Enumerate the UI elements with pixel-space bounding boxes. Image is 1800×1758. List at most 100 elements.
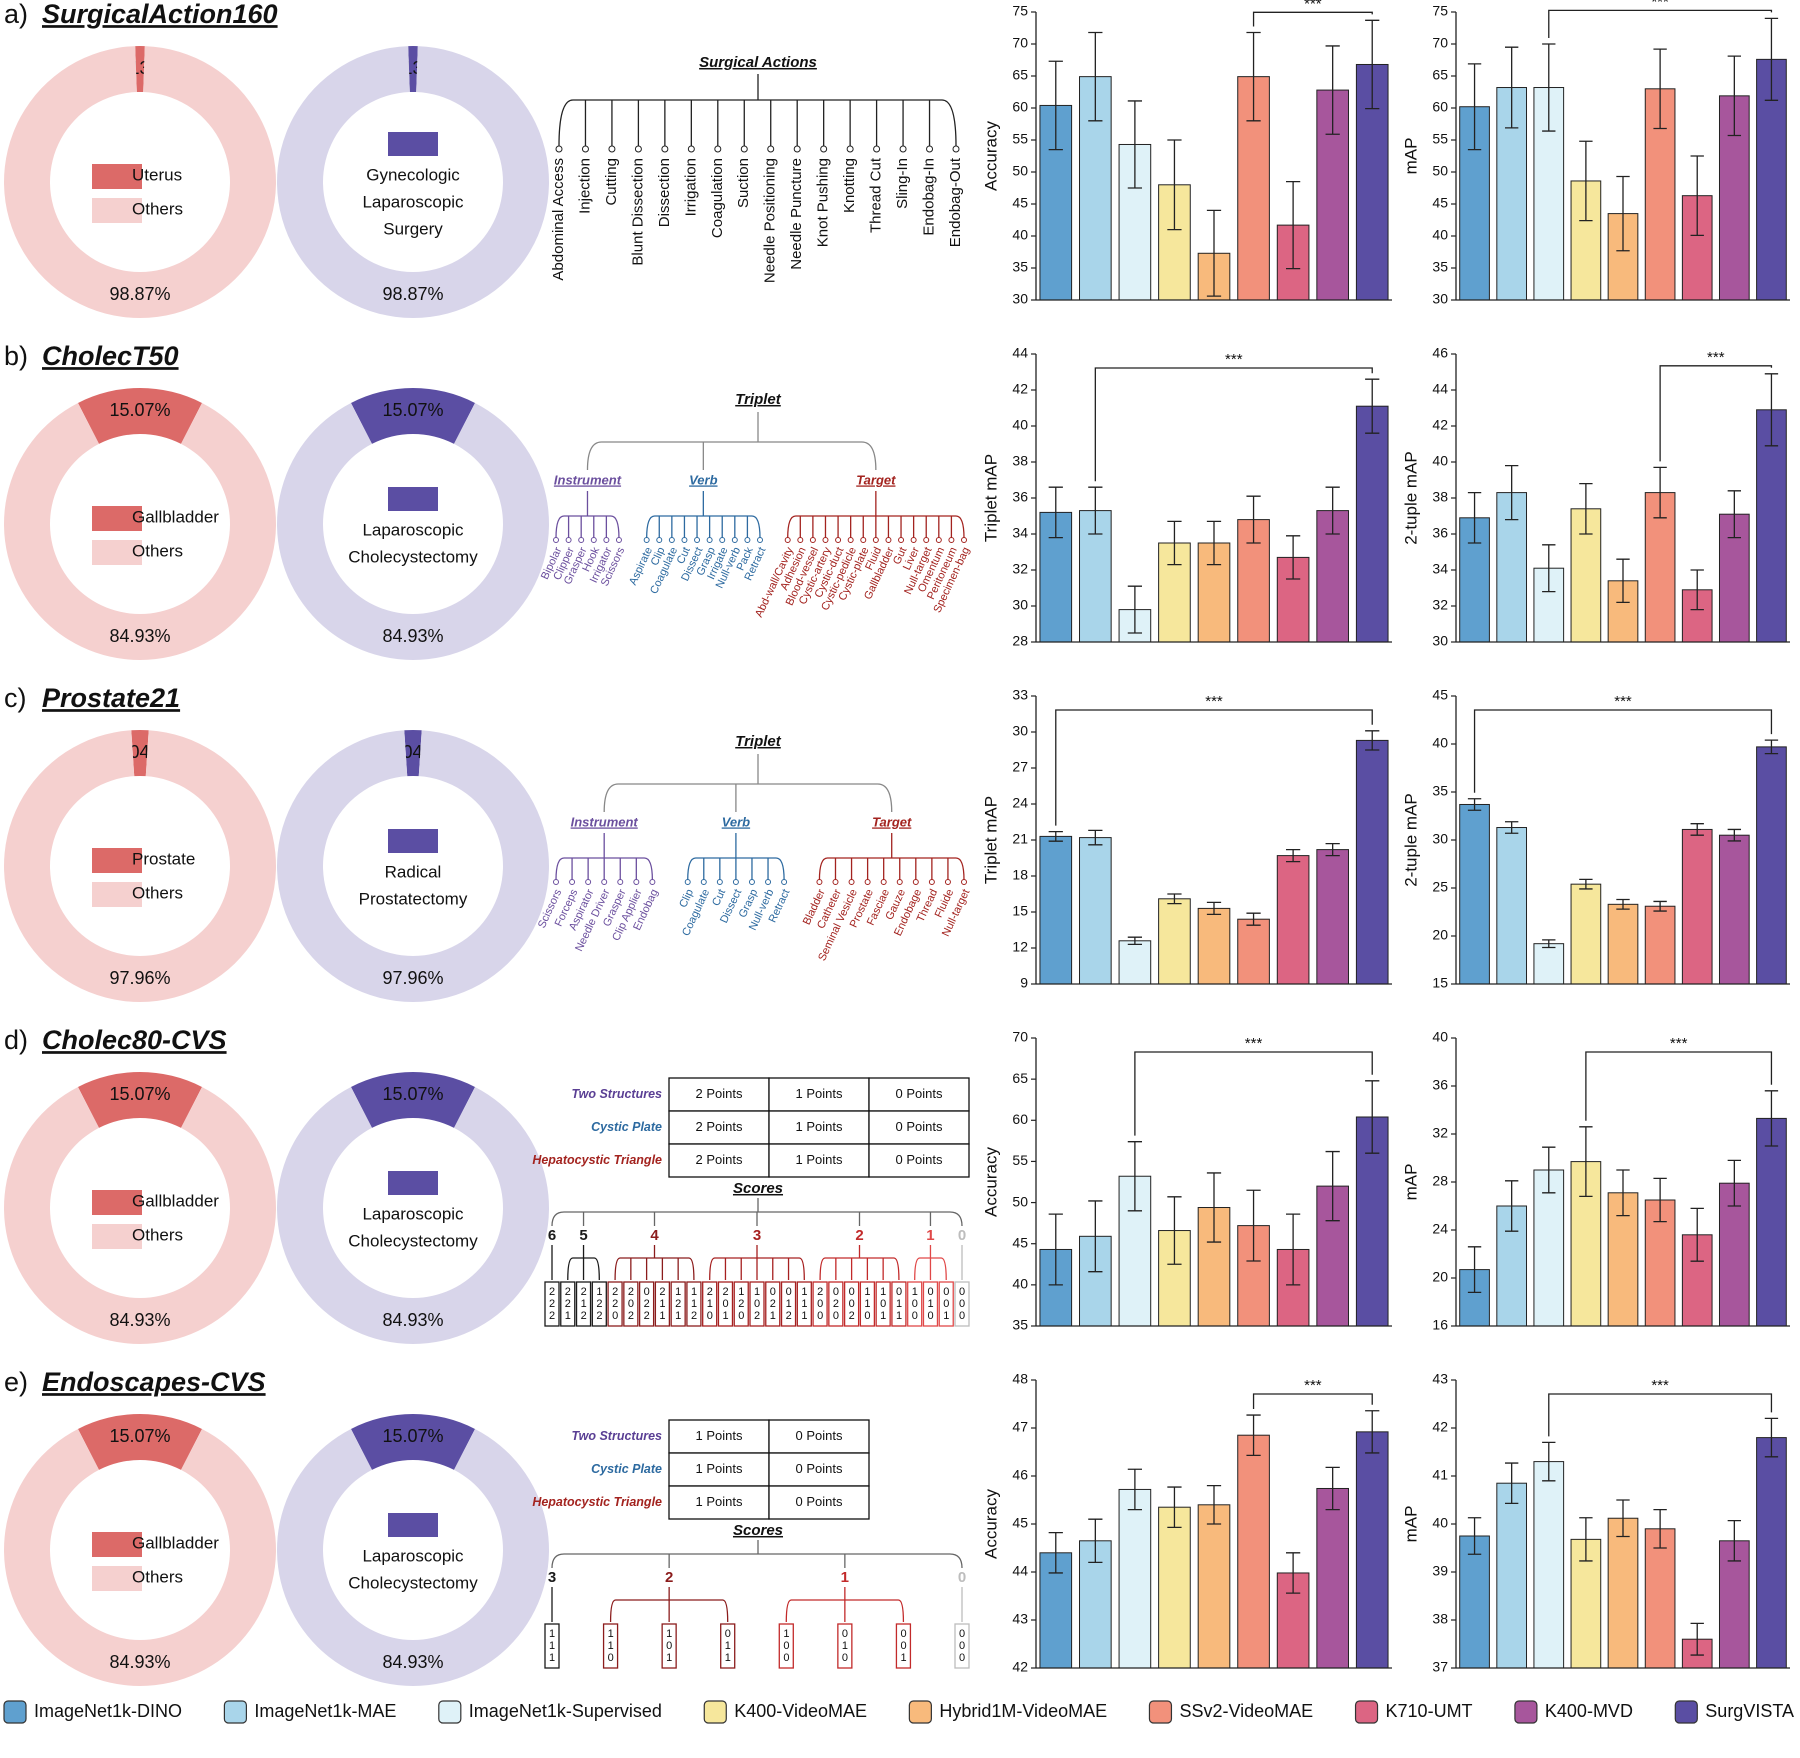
error-bar bbox=[1167, 1196, 1182, 1265]
leaf-node bbox=[700, 879, 707, 885]
combo-box bbox=[796, 1281, 812, 1327]
pie-slice bbox=[276, 730, 549, 1003]
leaf-node bbox=[581, 145, 589, 153]
error-bar bbox=[1690, 569, 1704, 611]
bar bbox=[1681, 828, 1713, 985]
legend-swatch bbox=[92, 198, 142, 223]
bar bbox=[1118, 1488, 1152, 1669]
y-tick-label: 70 bbox=[1432, 35, 1448, 51]
error-bar bbox=[1285, 1213, 1301, 1286]
y-tick-label: 40 bbox=[1432, 1515, 1448, 1531]
y-tick-label: 47 bbox=[1012, 1419, 1028, 1435]
pie-slice bbox=[3, 402, 276, 660]
leaf-node bbox=[633, 879, 640, 885]
leaf-node bbox=[860, 537, 867, 543]
combo-digits: 002 bbox=[846, 1286, 858, 1322]
pie-legend-label: Gallbladder bbox=[132, 1533, 219, 1552]
bar bbox=[1533, 943, 1565, 985]
legend-label: ImageNet1k-MAE bbox=[254, 1701, 396, 1721]
group-label: Instrument bbox=[554, 472, 622, 487]
bar bbox=[1718, 834, 1750, 985]
pie-slice bbox=[350, 1072, 476, 1128]
leaf-node bbox=[898, 537, 905, 543]
panel-letter: a) bbox=[4, 0, 28, 29]
error-bar bbox=[1206, 520, 1222, 566]
error-bar bbox=[1542, 1441, 1556, 1482]
error-bar bbox=[1365, 1410, 1380, 1454]
legend-swatch bbox=[92, 1224, 142, 1249]
combo-box bbox=[954, 1281, 970, 1327]
legend-label: Hybrid1M-VideoMAE bbox=[939, 1701, 1107, 1721]
legend-swatch bbox=[438, 1700, 462, 1724]
bar bbox=[1355, 1431, 1389, 1669]
panel-title: Endoscapes-CVS bbox=[42, 1367, 266, 1397]
error-bar bbox=[1616, 1169, 1630, 1217]
table-cell bbox=[668, 1143, 770, 1178]
pie-center-text: Gynecologic bbox=[366, 165, 460, 184]
error-bar bbox=[1467, 1517, 1482, 1555]
leaf-node bbox=[634, 145, 642, 153]
error-bar bbox=[1365, 19, 1380, 110]
y-axis-label: mAP bbox=[1401, 1506, 1420, 1543]
pie-legend-label: Others bbox=[132, 1225, 183, 1244]
leaf-node bbox=[885, 537, 892, 543]
table-cell bbox=[668, 1485, 770, 1520]
legend-label: K400-VideoMAE bbox=[734, 1701, 867, 1721]
pie-value-label: 15.07% bbox=[109, 400, 170, 420]
y-tick-label: 39 bbox=[1432, 1563, 1448, 1579]
panel-letter: d) bbox=[4, 1025, 28, 1055]
pie-center-text: Cholecystectomy bbox=[348, 547, 478, 566]
combo-digits: 010 bbox=[925, 1286, 937, 1322]
legend-swatch bbox=[1148, 1700, 1173, 1724]
combo-box bbox=[895, 1623, 912, 1669]
leaf-node bbox=[740, 145, 748, 153]
leaf-node bbox=[822, 537, 829, 543]
combo-box bbox=[544, 1281, 560, 1327]
panel-letter: b) bbox=[4, 341, 28, 371]
cell-text: 0 Points bbox=[896, 1119, 943, 1134]
leaf-node bbox=[797, 537, 804, 543]
combo-box bbox=[812, 1281, 828, 1327]
pie-legend-label: Uterus bbox=[132, 165, 182, 184]
leaf-node bbox=[617, 879, 624, 885]
tree-branch bbox=[687, 833, 785, 881]
table-cell bbox=[768, 1485, 870, 1520]
combo-box bbox=[765, 1281, 781, 1327]
leaf-node bbox=[681, 537, 688, 543]
error-bar bbox=[1764, 373, 1779, 447]
bar bbox=[1496, 492, 1528, 643]
y-tick-label: 60 bbox=[1012, 99, 1028, 115]
pie-value-label: 84.93% bbox=[109, 1310, 170, 1330]
error-bar bbox=[1325, 1466, 1340, 1511]
y-tick-label: 35 bbox=[1432, 783, 1448, 799]
combo-box bbox=[702, 1281, 718, 1327]
y-tick-label: 46 bbox=[1432, 345, 1448, 361]
table-cell bbox=[668, 1452, 770, 1487]
row-label: Cystic Plate bbox=[591, 1462, 662, 1476]
bar bbox=[1607, 1517, 1639, 1669]
significance-bracket bbox=[1134, 1051, 1373, 1136]
diagram-title: Triplet bbox=[735, 733, 782, 750]
y-tick-label: 60 bbox=[1012, 1111, 1028, 1127]
y-tick-label: 30 bbox=[1432, 831, 1448, 847]
combo-box bbox=[749, 1281, 765, 1327]
y-tick-label: 45 bbox=[1012, 195, 1028, 211]
pie-value-label: 84.93% bbox=[109, 1652, 170, 1672]
pie-value-label: 97.96% bbox=[382, 968, 443, 988]
error-bar bbox=[1579, 140, 1593, 222]
bar bbox=[1355, 739, 1389, 985]
legend-swatch bbox=[1514, 1700, 1538, 1724]
pie-value-label: 84.93% bbox=[382, 626, 443, 646]
legend-swatch bbox=[92, 1566, 142, 1591]
leaf-node bbox=[656, 537, 663, 543]
combo-digits: 100 bbox=[780, 1628, 792, 1664]
error-bar bbox=[1727, 1159, 1742, 1207]
combo-digits: 220 bbox=[609, 1286, 621, 1322]
y-tick-label: 34 bbox=[1012, 525, 1028, 541]
leaf-node bbox=[899, 145, 907, 153]
score-label: 4 bbox=[650, 1227, 659, 1244]
pie-slice bbox=[277, 1086, 549, 1344]
combo-digits: 001 bbox=[898, 1628, 910, 1664]
bar bbox=[1316, 849, 1349, 985]
panel-title: Cholec80-CVS bbox=[42, 1025, 227, 1055]
